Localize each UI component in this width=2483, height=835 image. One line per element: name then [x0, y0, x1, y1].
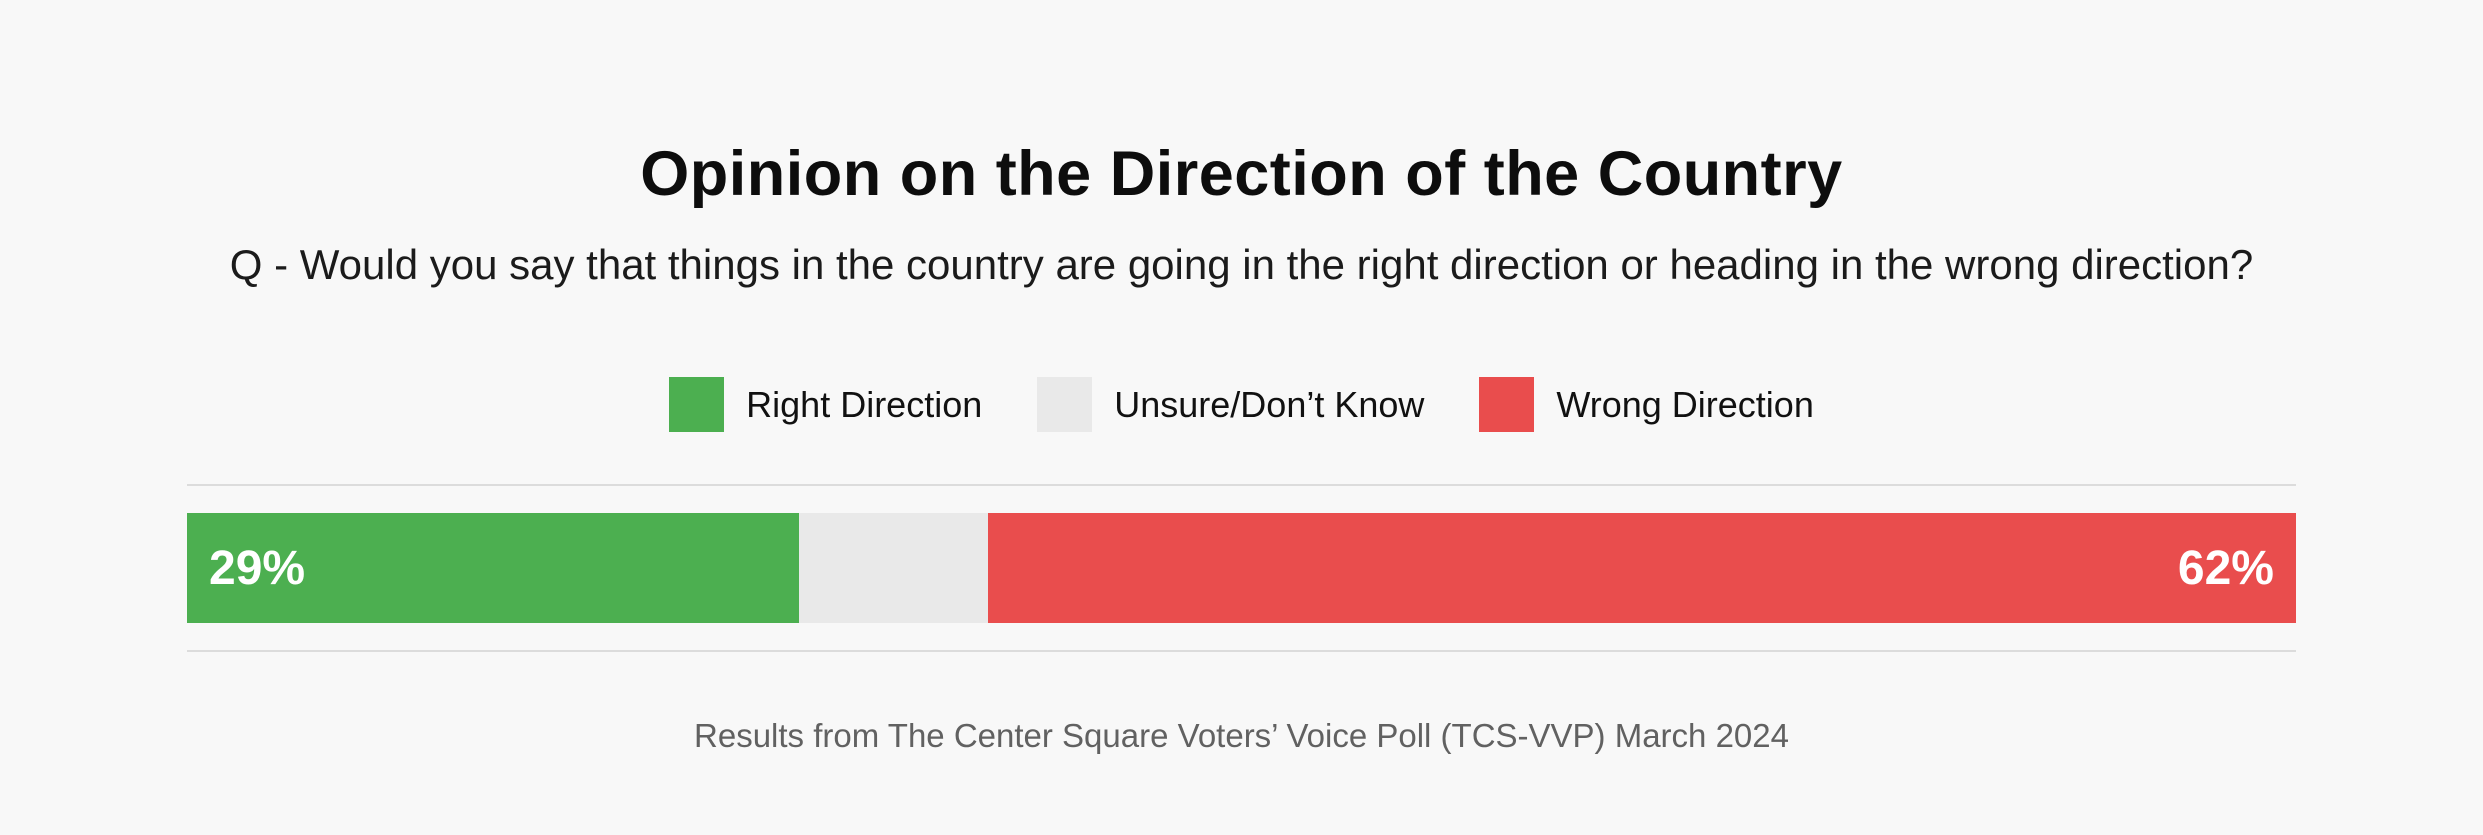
legend-item-wrong-direction: Wrong Direction: [1479, 377, 1814, 432]
source-note: Results from The Center Square Voters’ V…: [694, 717, 1789, 754]
legend-swatch-right-direction-icon: [669, 377, 725, 432]
poll-chart-page: Opinion on the Direction of the Country …: [0, 139, 2483, 754]
legend-label-right-direction: Right Direction: [746, 384, 983, 425]
legend-swatch-unsure-icon: [1037, 377, 1093, 432]
chart-area: 29% 62%: [187, 484, 2296, 652]
top-divider: [187, 484, 2296, 486]
legend-label-unsure: Unsure/Don’t Know: [1114, 384, 1425, 425]
bar-segment-wrong-direction: 62%: [988, 513, 2296, 623]
legend-swatch-wrong-direction-icon: [1479, 377, 1535, 432]
legend-item-right-direction: Right Direction: [669, 377, 982, 432]
bottom-divider: [187, 650, 2296, 652]
chart-question: Q - Would you say that things in the cou…: [229, 241, 2254, 288]
bar-segment-right-direction: 29%: [187, 513, 799, 623]
stacked-bar: 29% 62%: [187, 513, 2296, 623]
bar-segment-unsure: [798, 513, 989, 623]
bar-value-wrong-direction: 62%: [2177, 541, 2274, 595]
chart-title: Opinion on the Direction of the Country: [640, 139, 1843, 209]
chart-legend: Right Direction Unsure/Don’t Know Wrong …: [0, 377, 2483, 432]
bar-value-right-direction: 29%: [209, 541, 306, 595]
legend-label-wrong-direction: Wrong Direction: [1556, 384, 1814, 425]
legend-item-unsure: Unsure/Don’t Know: [1037, 377, 1424, 432]
